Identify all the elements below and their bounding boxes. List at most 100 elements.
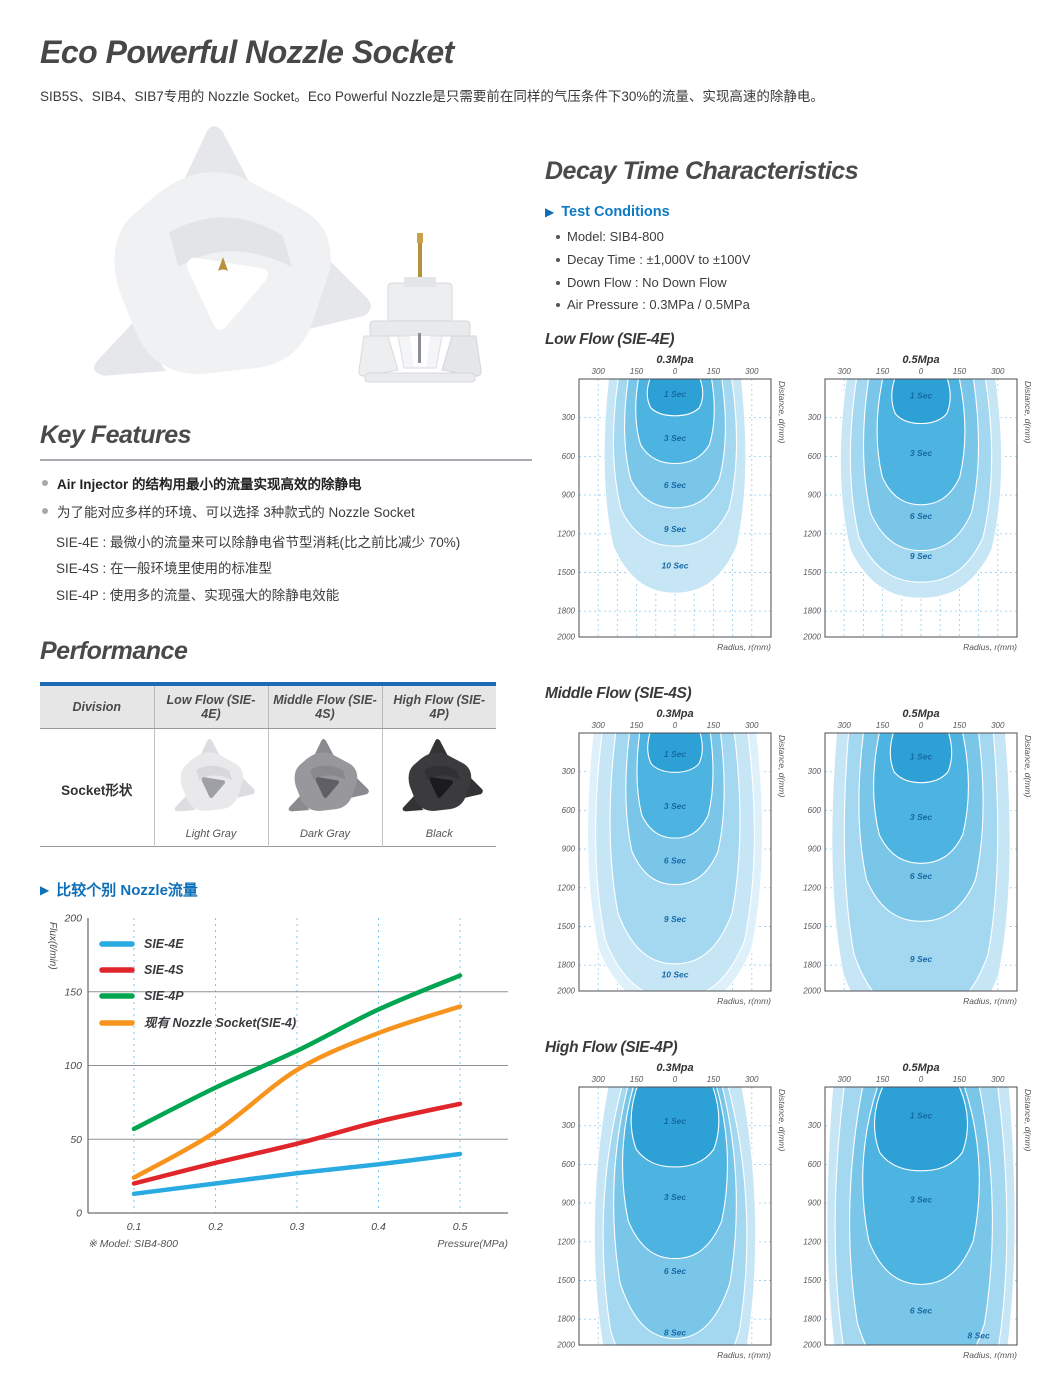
svg-text:2000: 2000: [802, 633, 821, 642]
performance-title: Performance: [40, 637, 188, 666]
svg-text:600: 600: [808, 452, 822, 461]
svg-text:300: 300: [991, 367, 1005, 376]
row-label-socket-shape: Socket形状: [61, 782, 133, 798]
svg-text:150: 150: [630, 1075, 644, 1084]
svg-text:1200: 1200: [803, 883, 821, 892]
svg-text:2000: 2000: [556, 1341, 575, 1350]
svg-text:1800: 1800: [803, 607, 821, 616]
svg-text:Radius, r(mm): Radius, r(mm): [963, 996, 1017, 1006]
svg-text:300: 300: [745, 367, 759, 376]
col-header-middle-flow: Middle Flow (SIE-4S): [267, 684, 382, 730]
svg-text:600: 600: [562, 452, 576, 461]
svg-text:1 Sec: 1 Sec: [664, 749, 686, 759]
key-features-divider: [40, 459, 532, 461]
svg-text:Radius, r(mm): Radius, r(mm): [963, 642, 1017, 652]
svg-text:SIE-4E: SIE-4E: [144, 937, 184, 951]
middle-flow-title: Middle Flow (SIE-4S): [545, 685, 692, 702]
svg-text:0.3Mpa: 0.3Mpa: [656, 1062, 693, 1074]
svg-text:0.1: 0.1: [127, 1221, 142, 1233]
svg-text:0: 0: [673, 367, 678, 376]
svg-text:9 Sec: 9 Sec: [664, 914, 686, 924]
svg-text:Radius, r(mm): Radius, r(mm): [717, 1350, 771, 1360]
svg-text:1500: 1500: [557, 568, 575, 577]
svg-text:300: 300: [592, 721, 606, 730]
svg-text:1200: 1200: [557, 1237, 575, 1246]
svg-text:1800: 1800: [557, 607, 575, 616]
page-title: Eco Powerful Nozzle Socket: [40, 34, 454, 70]
svg-text:0: 0: [76, 1208, 82, 1220]
svg-text:50: 50: [70, 1134, 82, 1146]
svg-text:6 Sec: 6 Sec: [664, 480, 686, 490]
middle-flow-chart-row: 0.3Mpa 300 150 0 150 300 300 600 900 1200 1500 1800…: [545, 703, 1037, 1025]
svg-text:1200: 1200: [557, 529, 575, 538]
svg-text:0.5: 0.5: [453, 1221, 468, 1233]
svg-text:2000: 2000: [556, 987, 575, 996]
svg-text:0.3Mpa: 0.3Mpa: [656, 354, 693, 366]
performance-table: Division Low Flow (SIE-4E) Middle Flow (…: [40, 682, 496, 848]
cell-socket-dark-gray: Dark Gray: [267, 728, 382, 847]
high-flow-chart-row: 0.3Mpa 300 150 0 150 300 300 600 900 1200 1500 1800…: [545, 1057, 1037, 1379]
svg-text:6 Sec: 6 Sec: [910, 1305, 932, 1315]
high-flow-title: High Flow (SIE-4P): [545, 1039, 678, 1056]
col-header-high-flow: High Flow (SIE-4P): [381, 684, 496, 730]
svg-text:900: 900: [562, 845, 576, 854]
svg-text:0: 0: [919, 1075, 924, 1084]
svg-text:900: 900: [808, 1199, 822, 1208]
socket-caption: Dark Gray: [299, 828, 351, 841]
socket-image-black: [393, 737, 485, 821]
svg-text:6 Sec: 6 Sec: [910, 511, 932, 521]
svg-text:150: 150: [630, 721, 644, 730]
svg-text:Distance, d(mm): Distance, d(mm): [1023, 1089, 1033, 1152]
svg-text:Distance, d(mm): Distance, d(mm): [777, 381, 787, 444]
svg-text:0.3Mpa: 0.3Mpa: [656, 708, 693, 720]
svg-text:150: 150: [707, 1075, 721, 1084]
svg-text:1500: 1500: [803, 922, 821, 931]
svg-text:3 Sec: 3 Sec: [664, 433, 686, 443]
svg-text:1200: 1200: [803, 1237, 821, 1246]
svg-text:0.3: 0.3: [290, 1221, 305, 1233]
svg-text:2000: 2000: [556, 633, 575, 642]
svg-text:300: 300: [808, 767, 822, 776]
sub-item-sie4e: SIE-4E : 最微小的流量来可以除静电省节型消耗(比之前比减少 70%): [56, 535, 461, 551]
svg-text:150: 150: [707, 367, 721, 376]
decay-title: Decay Time Characteristics: [545, 157, 859, 185]
svg-text:300: 300: [745, 1075, 759, 1084]
svg-text:300: 300: [592, 367, 606, 376]
svg-text:8 Sec: 8 Sec: [967, 1331, 989, 1341]
low-flow-chart-row: 0.3Mpa 300 150 0 150 300 300 600 900 1200 1500 1800…: [545, 349, 1037, 671]
svg-text:1500: 1500: [803, 1276, 821, 1285]
condition-air-pressure: Air Pressure : 0.3MPa / 0.5MPa: [555, 294, 1037, 317]
svg-text:300: 300: [838, 367, 852, 376]
svg-text:900: 900: [808, 845, 822, 854]
svg-text:3 Sec: 3 Sec: [664, 1192, 686, 1202]
svg-text:300: 300: [838, 1075, 852, 1084]
product-photo-side-view: [358, 233, 482, 383]
svg-text:Pressure(MPa): Pressure(MPa): [437, 1238, 508, 1250]
low-flow-title: Low Flow (SIE-4E): [545, 331, 675, 348]
socket-image-light-gray: [165, 737, 257, 821]
svg-text:1500: 1500: [803, 568, 821, 577]
svg-text:150: 150: [953, 1075, 967, 1084]
svg-text:Radius, r(mm): Radius, r(mm): [963, 1350, 1017, 1360]
svg-text:9 Sec: 9 Sec: [910, 954, 932, 964]
svg-text:1200: 1200: [557, 883, 575, 892]
key-feature-item: Air Injector 的结构用最小的流量实现高效的除静电: [40, 475, 532, 495]
svg-text:SIE-4S: SIE-4S: [144, 963, 184, 977]
svg-text:100: 100: [64, 1060, 82, 1072]
svg-text:200: 200: [63, 913, 82, 925]
svg-text:8 Sec: 8 Sec: [664, 1327, 686, 1337]
flux-section-header: ▶ 比较个别 Nozzle流量: [40, 879, 532, 900]
svg-text:600: 600: [562, 1160, 576, 1169]
svg-text:6 Sec: 6 Sec: [664, 855, 686, 865]
svg-text:1 Sec: 1 Sec: [664, 1116, 686, 1126]
svg-text:10 Sec: 10 Sec: [662, 561, 689, 571]
svg-text:900: 900: [562, 1199, 576, 1208]
svg-text:300: 300: [592, 1075, 606, 1084]
svg-text:600: 600: [808, 806, 822, 815]
